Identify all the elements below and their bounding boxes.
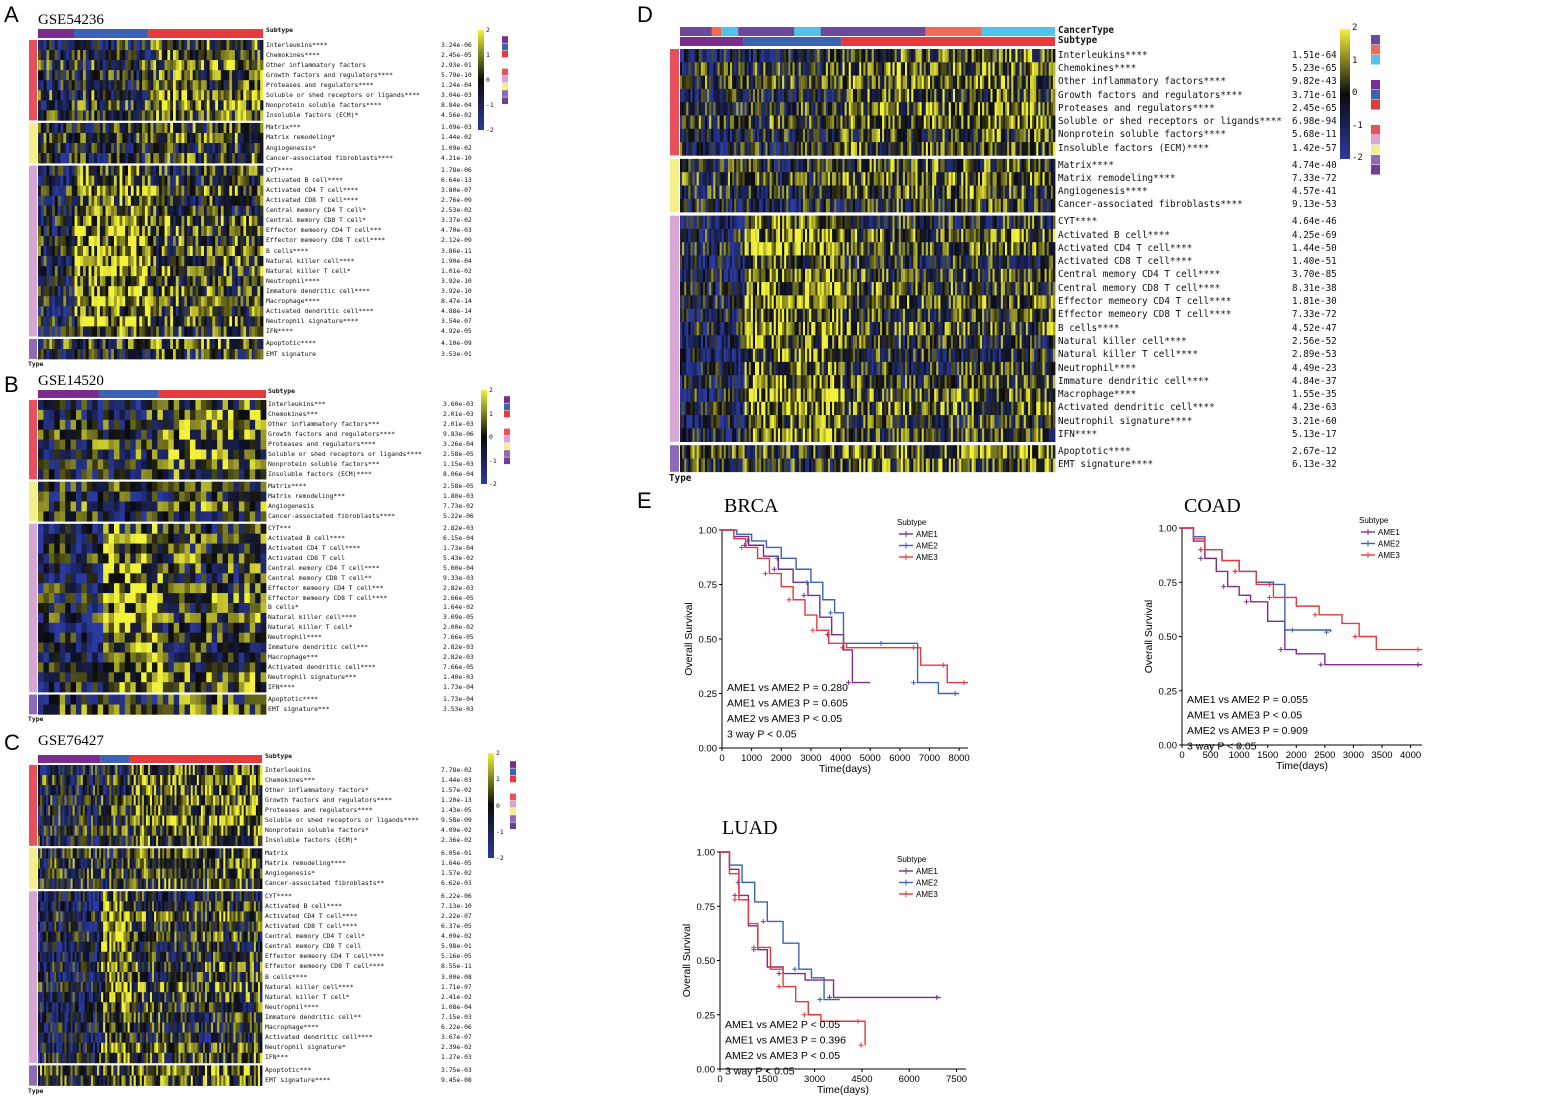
subtype-segment-ame3 (130, 755, 262, 763)
heat-cell (260, 826, 262, 836)
type-group-bar (29, 765, 37, 846)
heat-cell (260, 848, 262, 858)
heat-cell (260, 816, 262, 826)
heat-cell (260, 785, 262, 795)
heat-cell (260, 836, 262, 846)
heat-cell (260, 805, 262, 815)
heat-cell (260, 765, 262, 775)
subtype-segment-ame2 (101, 755, 130, 763)
heat-cell (260, 775, 262, 785)
heat-cell (260, 795, 262, 805)
subtype-segment-ame1 (38, 755, 101, 763)
